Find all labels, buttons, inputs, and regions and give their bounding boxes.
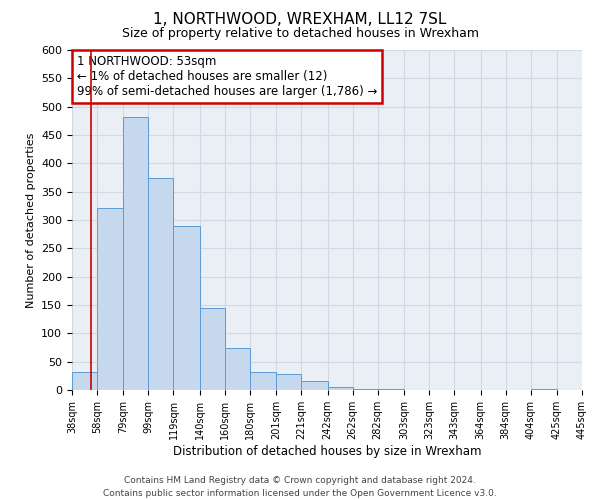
Bar	[200, 308, 225, 390]
Bar	[97, 208, 124, 390]
Text: 1 NORTHWOOD: 53sqm
← 1% of detached houses are smaller (12)
99% of semi-detached: 1 NORTHWOOD: 53sqm ← 1% of detached hous…	[77, 55, 377, 98]
Bar	[148, 178, 173, 390]
X-axis label: Distribution of detached houses by size in Wrexham: Distribution of detached houses by size …	[173, 444, 481, 458]
Bar	[72, 372, 97, 390]
Bar	[124, 118, 148, 390]
Bar	[225, 348, 250, 390]
Text: 1, NORTHWOOD, WREXHAM, LL12 7SL: 1, NORTHWOOD, WREXHAM, LL12 7SL	[154, 12, 446, 28]
Bar	[173, 226, 200, 390]
Text: Contains HM Land Registry data © Crown copyright and database right 2024.
Contai: Contains HM Land Registry data © Crown c…	[103, 476, 497, 498]
Y-axis label: Number of detached properties: Number of detached properties	[26, 132, 35, 308]
Bar	[328, 387, 353, 390]
Text: Size of property relative to detached houses in Wrexham: Size of property relative to detached ho…	[121, 28, 479, 40]
Bar	[301, 381, 328, 390]
Bar	[250, 372, 276, 390]
Bar	[353, 389, 378, 390]
Bar	[530, 389, 557, 390]
Bar	[276, 374, 301, 390]
